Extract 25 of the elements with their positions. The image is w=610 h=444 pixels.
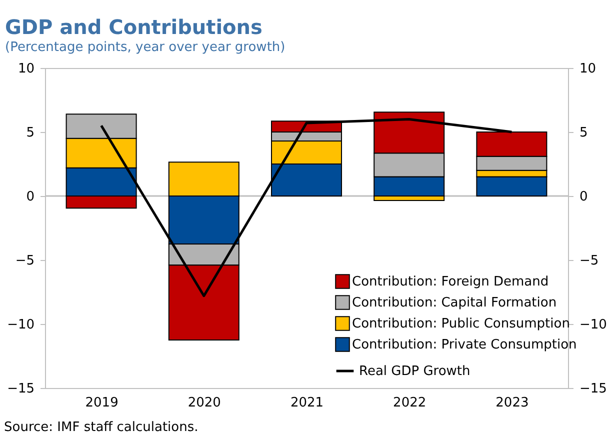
- y-tick-label: −15: [7, 382, 34, 396]
- source-note: Source: IMF staff calculations.: [4, 420, 198, 435]
- x-tick-label: 2021: [290, 396, 324, 410]
- legend-label: Contribution: Private Consumption: [352, 338, 577, 352]
- y-tick-label: 0: [26, 190, 34, 204]
- x-tick-label: 2022: [393, 396, 426, 410]
- chart-subtitle: (Percentage points, year over year growth): [5, 40, 286, 55]
- x-tick-label: 2019: [85, 396, 118, 410]
- y2-tick-label: −10: [580, 318, 607, 332]
- chart-title: GDP and Contributions: [5, 15, 262, 39]
- legend-label: Contribution: Capital Formation: [352, 296, 557, 310]
- y2-tick-label: 10: [580, 62, 596, 76]
- x-tick-label: 2020: [188, 396, 221, 410]
- y2-tick-label: −5: [580, 254, 599, 268]
- x-tick-label: 2023: [496, 396, 529, 410]
- y-tick-label: 10: [18, 62, 34, 76]
- y2-tick-label: 5: [580, 126, 588, 140]
- y-tick-label: −10: [7, 318, 34, 332]
- y2-tick-label: −15: [580, 382, 607, 396]
- y-tick-label: 5: [26, 126, 34, 140]
- y2-tick-label: 0: [580, 190, 588, 204]
- legend-label: Real GDP Growth: [359, 364, 470, 379]
- legend-label: Contribution: Public Consumption: [352, 316, 570, 332]
- y-tick-label: −5: [15, 254, 34, 268]
- legend-label: Contribution: Foreign Demand: [352, 274, 549, 290]
